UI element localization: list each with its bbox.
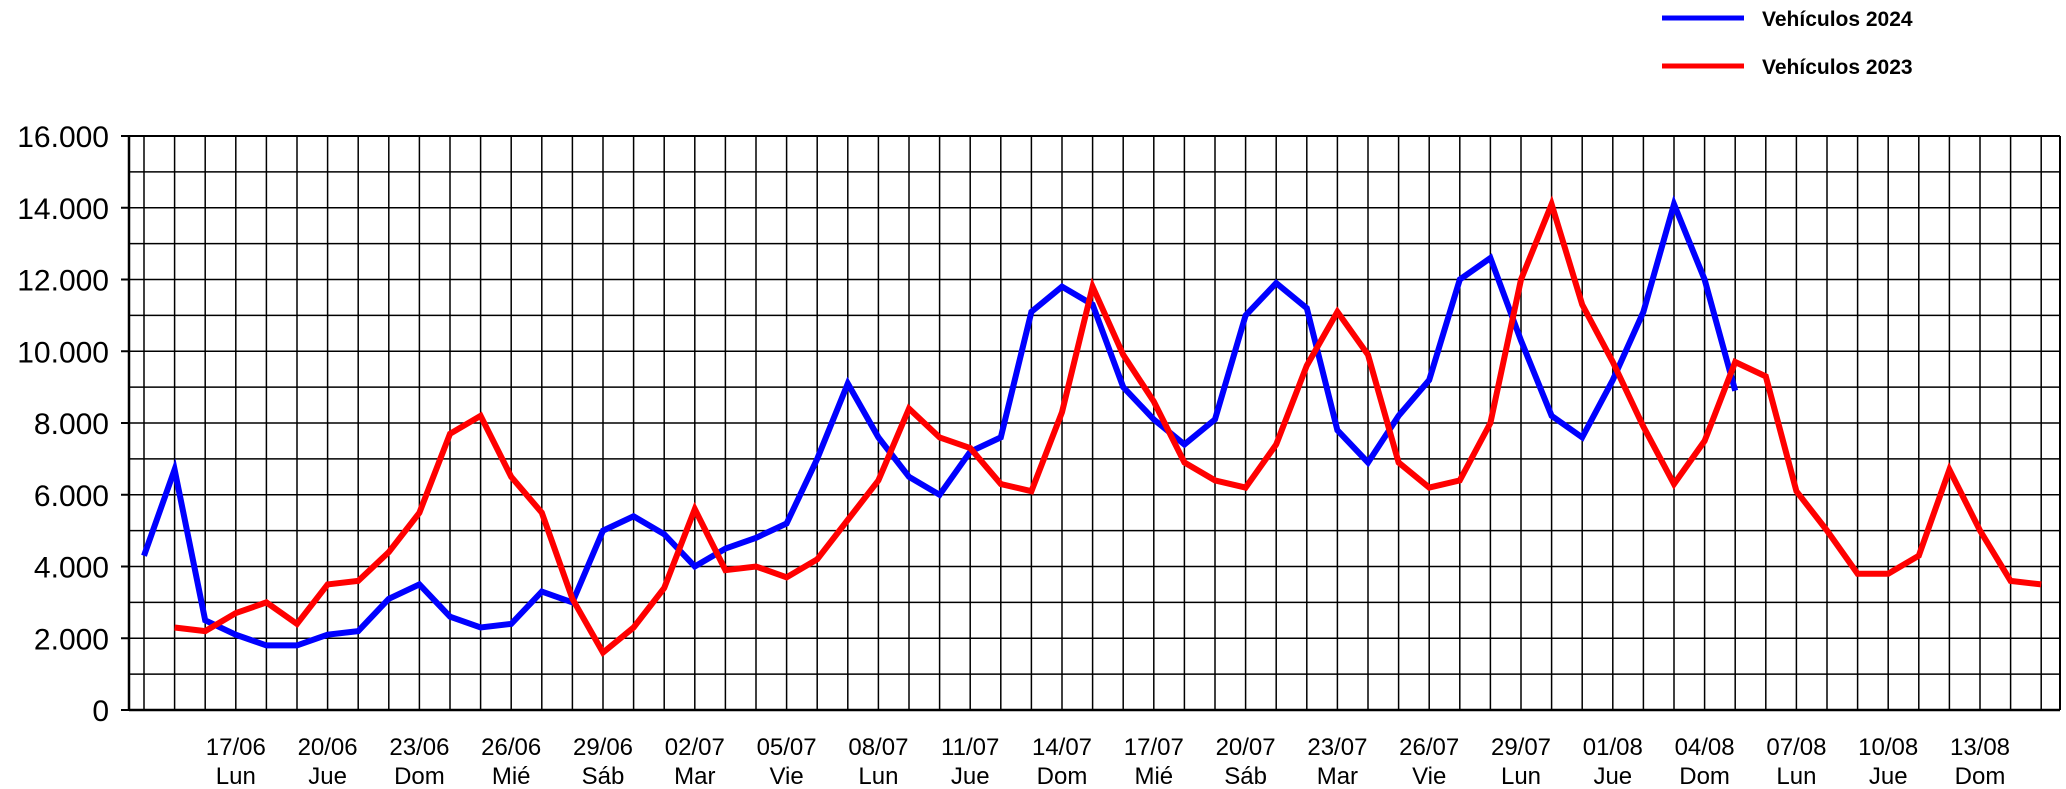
x-tick-date: 23/06 <box>389 734 449 761</box>
x-tick-day: Jue <box>951 763 990 789</box>
y-tick-label: 10.000 <box>17 336 109 369</box>
x-tick-date: 05/07 <box>757 734 817 761</box>
x-tick-date: 02/07 <box>665 734 725 761</box>
x-tick-day: Lun <box>1501 763 1541 789</box>
x-tick-date: 20/06 <box>298 734 358 761</box>
x-tick-date: 29/07 <box>1491 734 1551 761</box>
y-tick-label: 16.000 <box>17 121 109 154</box>
x-tick-day: Jue <box>1869 763 1908 789</box>
x-tick-date: 26/06 <box>481 734 541 761</box>
y-tick-label: 6.000 <box>34 480 109 513</box>
x-tick-day: Sáb <box>1224 763 1267 789</box>
legend: Vehículos 2024 Vehículos 2023 <box>1662 8 1913 79</box>
x-tick-date: 13/08 <box>1950 734 2010 761</box>
x-tick-day: Mié <box>1134 763 1173 789</box>
x-tick-date: 23/07 <box>1307 734 1367 761</box>
x-tick-date: 29/06 <box>573 734 633 761</box>
x-tick-date: 26/07 <box>1399 734 1459 761</box>
x-tick-day: Mié <box>492 763 531 789</box>
grid <box>129 135 2060 710</box>
x-tick-date: 08/07 <box>848 734 908 761</box>
series-lines <box>141 194 2042 658</box>
y-axis-ticks: 0 2.000 4.000 6.000 8.000 10.000 12.000 14.000 1… <box>17 121 129 728</box>
axes <box>127 135 2061 712</box>
x-tick-day: Lun <box>216 763 256 789</box>
series-line-2024 <box>141 194 1739 649</box>
series-line-2023 <box>174 195 2042 658</box>
x-tick-day: Dom <box>1679 763 1730 789</box>
x-tick-date: 04/08 <box>1675 734 1735 761</box>
x-tick-day: Vie <box>769 763 803 789</box>
y-tick-label: 4.000 <box>34 552 109 585</box>
y-tick-label: 0 <box>92 695 109 728</box>
x-tick-day: Jue <box>308 763 347 789</box>
y-tick-label: 12.000 <box>17 265 109 298</box>
y-tick-label: 14.000 <box>17 193 109 226</box>
x-tick-day: Vie <box>1412 763 1446 789</box>
x-tick-day: Sáb <box>582 763 625 789</box>
x-tick-date: 17/07 <box>1124 734 1184 761</box>
x-tick-date: 07/08 <box>1766 734 1826 761</box>
legend-label-2023: Vehículos 2023 <box>1762 56 1913 79</box>
x-tick-day: Lun <box>858 763 898 789</box>
x-tick-day: Lun <box>1776 763 1816 789</box>
x-tick-date: 01/08 <box>1583 734 1643 761</box>
x-tick-date: 20/07 <box>1216 734 1276 761</box>
y-tick-label: 8.000 <box>34 408 109 441</box>
x-tick-date: 10/08 <box>1858 734 1918 761</box>
x-tick-day: Dom <box>1955 763 2006 789</box>
x-tick-date: 14/07 <box>1032 734 1092 761</box>
x-tick-day: Dom <box>1037 763 1088 789</box>
x-tick-date: 11/07 <box>941 734 999 761</box>
x-tick-day: Mar <box>674 763 715 789</box>
x-axis-ticks: 17/06Lun20/06Jue23/06Dom26/06Mié29/06Sáb… <box>206 734 2010 789</box>
legend-label-2024: Vehículos 2024 <box>1762 8 1913 31</box>
x-tick-date: 17/06 <box>206 734 266 761</box>
x-tick-day: Dom <box>394 763 445 789</box>
x-tick-day: Mar <box>1317 763 1358 789</box>
y-tick-label: 2.000 <box>34 623 109 656</box>
x-tick-day: Jue <box>1593 763 1632 789</box>
